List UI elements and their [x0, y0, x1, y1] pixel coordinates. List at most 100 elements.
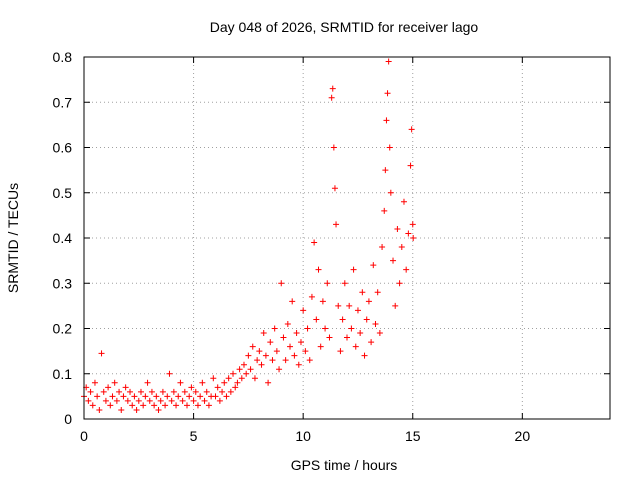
- data-point: [368, 339, 375, 346]
- y-tick-label: 0.2: [53, 321, 73, 337]
- data-point: [175, 393, 182, 400]
- data-point: [214, 384, 221, 391]
- data-point: [192, 388, 199, 395]
- y-tick-label: 0.5: [53, 185, 73, 201]
- data-point: [333, 221, 340, 228]
- data-point: [384, 90, 391, 97]
- data-point: [131, 393, 138, 400]
- data-point: [111, 379, 118, 386]
- data-point: [107, 402, 114, 409]
- data-point: [87, 388, 94, 395]
- data-point: [392, 302, 399, 309]
- data-point: [159, 388, 166, 395]
- data-point: [386, 144, 393, 151]
- y-tick-label: 0.4: [53, 230, 73, 246]
- data-point: [120, 393, 127, 400]
- data-point: [308, 293, 315, 300]
- data-point: [166, 370, 173, 377]
- data-point: [146, 397, 153, 404]
- data-point: [142, 393, 149, 400]
- data-point: [271, 325, 278, 332]
- data-point: [105, 384, 112, 391]
- x-tick-label: 20: [515, 428, 531, 444]
- data-point: [249, 343, 256, 350]
- data-point: [339, 316, 346, 323]
- data-point: [236, 366, 243, 373]
- data-point: [267, 339, 274, 346]
- axis-ticks: [83, 56, 610, 420]
- data-point: [181, 388, 188, 395]
- data-point: [313, 316, 320, 323]
- data-point: [197, 393, 204, 400]
- data-point: [328, 94, 335, 101]
- data-point: [284, 320, 291, 327]
- data-point: [317, 343, 324, 350]
- data-point: [238, 375, 245, 382]
- chart-title: Day 048 of 2026, SRMTID for receiver lag…: [210, 19, 479, 35]
- data-point: [363, 316, 370, 323]
- data-point: [287, 343, 294, 350]
- x-tick-label: 10: [295, 428, 311, 444]
- data-point: [254, 357, 261, 364]
- data-point: [157, 397, 164, 404]
- data-point: [278, 280, 285, 287]
- data-point: [304, 325, 311, 332]
- data-point: [205, 402, 212, 409]
- data-point: [315, 266, 322, 273]
- data-point: [408, 126, 415, 133]
- data-point: [300, 307, 307, 314]
- data-point: [116, 388, 123, 395]
- data-point: [382, 167, 389, 174]
- data-point: [245, 352, 252, 359]
- data-point: [372, 320, 379, 327]
- data-points: [81, 58, 417, 413]
- data-point: [344, 334, 350, 341]
- data-point: [324, 280, 331, 287]
- data-point: [273, 348, 280, 355]
- data-point: [210, 375, 217, 382]
- x-tick-label: 15: [405, 428, 421, 444]
- data-point: [282, 357, 289, 364]
- data-point: [227, 388, 234, 395]
- data-point: [396, 280, 403, 287]
- x-tick-label: 0: [80, 428, 88, 444]
- y-tick-labels: 0 0.1 0.2 0.3 0.4 0.5 0.6 0.7 0.8: [53, 49, 73, 427]
- data-point: [258, 361, 265, 368]
- data-point: [144, 379, 151, 386]
- data-point: [289, 298, 296, 305]
- data-point: [359, 289, 366, 296]
- data-point: [260, 330, 267, 337]
- data-point: [153, 393, 160, 400]
- data-point: [102, 397, 109, 404]
- data-point: [280, 334, 287, 341]
- data-point: [262, 352, 269, 359]
- data-point: [135, 397, 142, 404]
- data-point: [374, 289, 381, 296]
- data-point: [291, 352, 298, 359]
- data-point: [410, 235, 417, 241]
- data-point: [148, 388, 155, 395]
- plot-frame: [83, 56, 611, 420]
- data-point: [311, 239, 318, 246]
- y-tick-label: 0.6: [53, 140, 73, 156]
- data-point: [405, 230, 412, 237]
- data-point: [341, 280, 348, 287]
- data-point: [190, 397, 197, 404]
- data-point: [221, 379, 228, 386]
- data-point: [251, 375, 258, 382]
- data-point: [100, 388, 107, 395]
- data-point: [306, 357, 313, 364]
- data-point: [319, 298, 326, 305]
- data-point: [122, 384, 129, 391]
- data-point: [330, 144, 337, 151]
- data-point: [240, 361, 247, 368]
- data-point: [179, 397, 186, 404]
- data-point: [177, 379, 184, 386]
- data-point: [225, 375, 232, 382]
- data-point: [335, 302, 342, 309]
- data-point: [361, 352, 368, 359]
- data-point: [409, 221, 416, 228]
- data-point: [352, 343, 359, 350]
- data-point: [297, 339, 304, 346]
